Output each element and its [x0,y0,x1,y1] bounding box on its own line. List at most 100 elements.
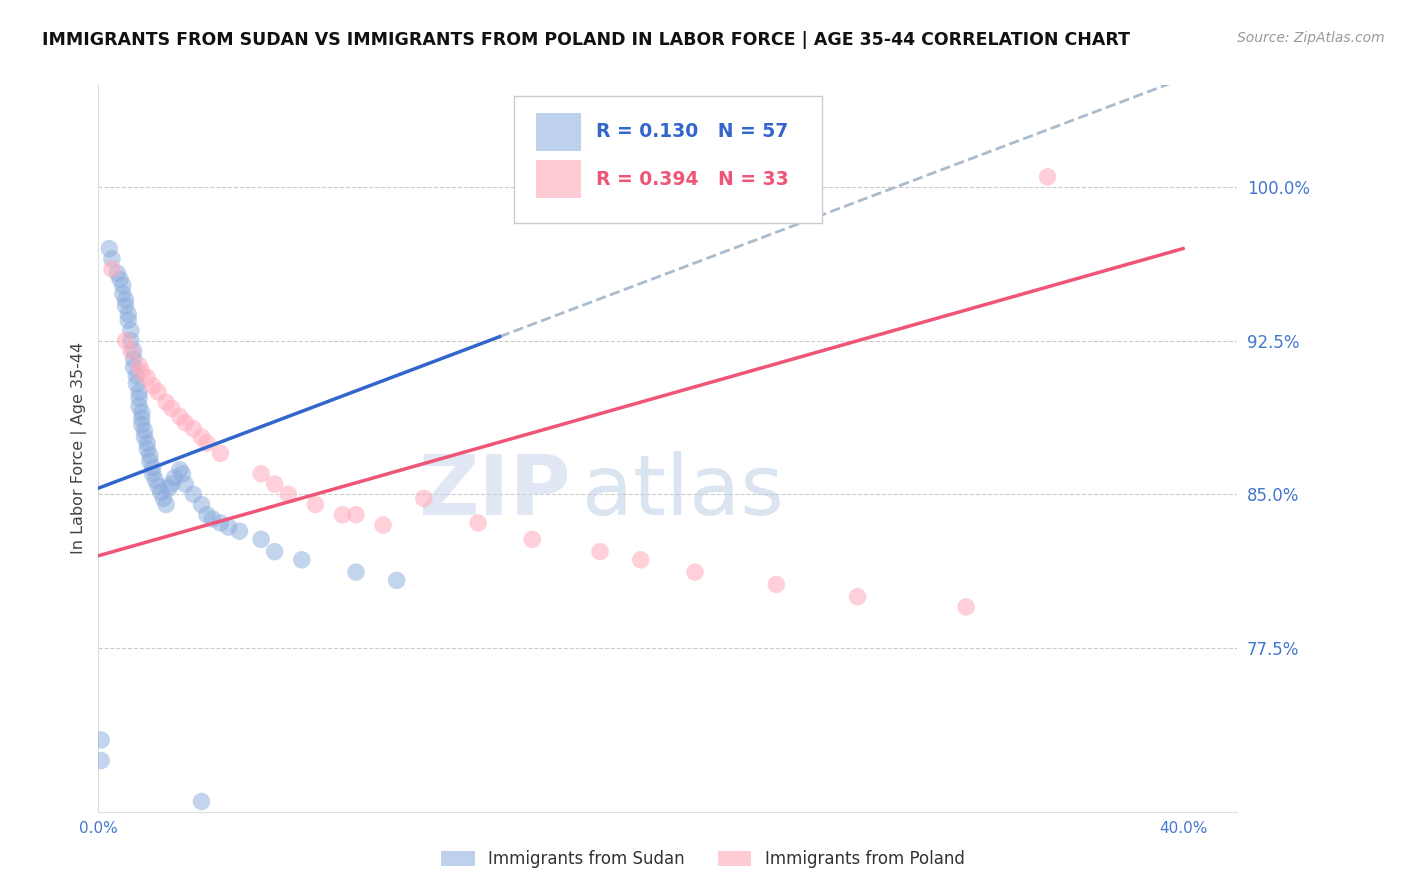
Point [125,368,148,383]
Point [139,454,162,468]
Point [163,471,186,485]
Point [195,436,218,450]
Point [250,467,273,481]
Point [128,399,150,413]
Point [90,754,112,768]
Point [136,442,159,457]
Point [1036,169,1059,184]
Point [98,242,121,256]
Point [385,574,408,588]
Point [209,446,232,460]
Point [765,577,787,591]
Point [146,384,169,399]
Point [160,477,183,491]
Point [630,553,652,567]
Point [332,508,354,522]
FancyBboxPatch shape [515,95,821,223]
Point [522,533,544,547]
Point [683,565,706,579]
Point [107,266,129,280]
Point [412,491,434,506]
Point [955,599,977,614]
Point [169,463,191,477]
Point [111,278,134,293]
Point [209,516,232,530]
Point [190,498,212,512]
Point [122,360,145,375]
Point [155,498,177,512]
Text: Source: ZipAtlas.com: Source: ZipAtlas.com [1237,31,1385,45]
Point [172,467,194,481]
Point [136,436,159,450]
Point [344,508,367,522]
Point [291,553,314,567]
Point [344,565,367,579]
Point [114,299,136,313]
Point [155,395,177,409]
Point [108,272,131,286]
Point [195,508,218,522]
Point [183,422,205,436]
Point [131,405,153,419]
Point [589,544,612,558]
Point [122,352,145,367]
Point [139,449,162,463]
Point [142,378,165,392]
Point [90,733,112,747]
Point [467,516,489,530]
Point [201,512,224,526]
Point [169,409,191,424]
Point [120,334,142,348]
Point [134,430,156,444]
Point [846,590,869,604]
Point [117,307,139,321]
Text: IMMIGRANTS FROM SUDAN VS IMMIGRANTS FROM POLAND IN LABOR FORCE | AGE 35-44 CORRE: IMMIGRANTS FROM SUDAN VS IMMIGRANTS FROM… [42,31,1130,49]
Point [228,524,250,538]
Text: R = 0.130   N = 57: R = 0.130 N = 57 [596,122,789,142]
Point [277,487,299,501]
Point [131,364,153,378]
Point [131,417,153,432]
Point [160,401,183,416]
Point [146,479,169,493]
Point [114,293,136,307]
Y-axis label: In Labor Force | Age 35-44: In Labor Force | Age 35-44 [72,343,87,554]
Point [136,370,159,384]
FancyBboxPatch shape [536,113,581,151]
Point [263,544,285,558]
Point [304,498,326,512]
Point [145,473,167,487]
Point [122,343,145,358]
Point [250,533,273,547]
Point [134,424,156,438]
Point [218,520,240,534]
Point [142,460,165,475]
Point [190,430,212,444]
Point [101,252,124,266]
Point [128,384,150,399]
Point [183,487,205,501]
Point [149,485,172,500]
Legend: Immigrants from Sudan, Immigrants from Poland: Immigrants from Sudan, Immigrants from P… [434,844,972,875]
Point [117,313,139,327]
Text: atlas: atlas [582,451,785,533]
Point [371,518,394,533]
Point [111,286,134,301]
Point [190,795,212,809]
Point [174,416,197,430]
Point [152,491,174,506]
Point [114,334,136,348]
Point [120,323,142,337]
Point [120,343,142,358]
Point [174,477,197,491]
Text: R = 0.394   N = 33: R = 0.394 N = 33 [596,169,789,189]
Point [125,376,148,391]
Point [128,391,150,405]
Point [263,477,285,491]
Point [131,411,153,425]
Text: ZIP: ZIP [419,451,571,533]
Point [157,481,180,495]
FancyBboxPatch shape [536,161,581,198]
Point [142,467,165,481]
Point [101,262,124,277]
